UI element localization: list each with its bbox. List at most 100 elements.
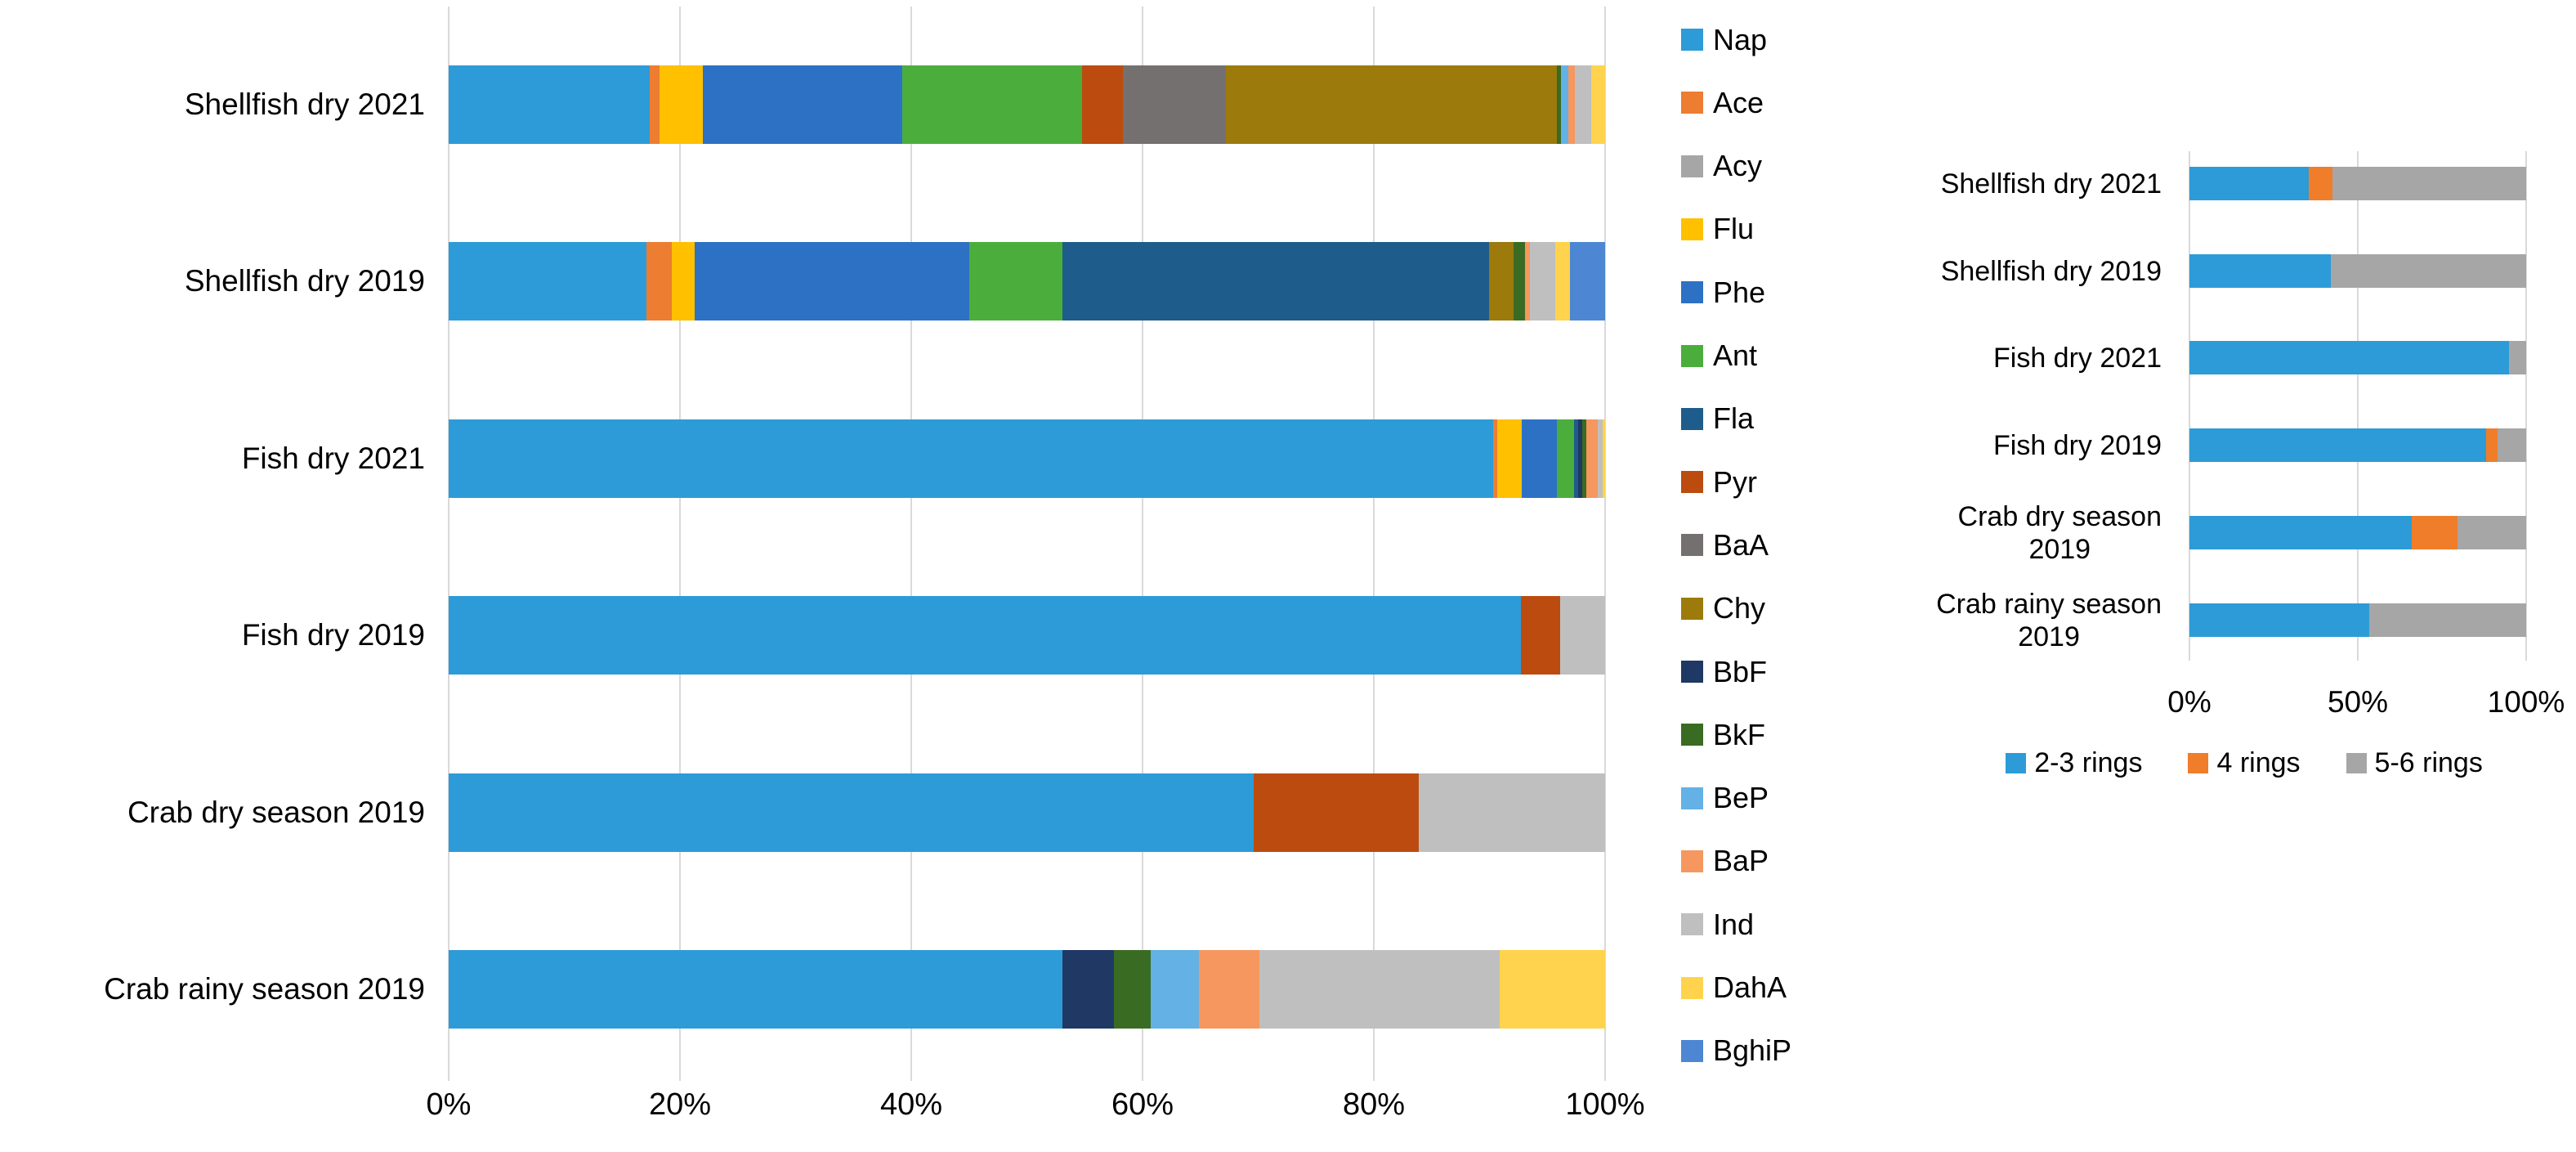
axis-tick-label: 20% <box>648 1087 712 1122</box>
legend-swatch-4 rings <box>2188 753 2209 773</box>
legend-item: Flu <box>1681 212 1754 246</box>
bar <box>2189 428 2526 462</box>
bar-segment-2-3 rings <box>2189 341 2510 374</box>
bar <box>2189 167 2526 200</box>
bar-segment-BaP <box>1568 65 1576 144</box>
bar-segment-BaA <box>1122 65 1226 144</box>
axis-tick-label: 0% <box>2167 685 2212 719</box>
legend-item: BbF <box>1681 655 1767 689</box>
axis-tick-label: 60% <box>1111 1087 1174 1122</box>
gridline <box>1373 7 1375 1037</box>
gridline <box>2357 151 2359 661</box>
axis-tick <box>448 1037 449 1081</box>
bar-segment-5-6 rings <box>2369 603 2526 637</box>
legend-item: 4 rings <box>2188 747 2301 779</box>
legend-item: Fla <box>1681 401 1754 436</box>
bar <box>449 242 1605 320</box>
axis-tick <box>1373 1037 1375 1081</box>
legend-swatch-Ind <box>1681 913 1703 936</box>
bar <box>2189 341 2526 374</box>
legend-swatch-BbF <box>1681 661 1703 683</box>
gridline <box>2525 151 2527 661</box>
legend-swatch-Pyr <box>1681 471 1703 494</box>
bar-segment-Nap <box>449 242 646 320</box>
bar-segment-Nap <box>449 419 1493 498</box>
bar-segment-BkF <box>1514 242 1526 320</box>
bar-segment-BeP <box>1561 65 1568 144</box>
legend-label: Acy <box>1713 149 1763 183</box>
category-label: Shellfish dry 2021 <box>1940 168 2162 199</box>
legend-item: Pyr <box>1681 465 1757 500</box>
legend-swatch-BeP <box>1681 787 1703 809</box>
legend-swatch-Ace <box>1681 92 1703 114</box>
bar-segment-Ind <box>1259 950 1500 1029</box>
bar-segment-2-3 rings <box>2189 167 2310 200</box>
bar-segment-Phe <box>703 65 902 144</box>
legend-swatch-Nap <box>1681 29 1703 51</box>
bar-segment-Ant <box>901 65 1083 144</box>
legend-label: BaP <box>1713 844 1769 878</box>
legend-swatch-Chy <box>1681 597 1703 620</box>
bar <box>449 65 1605 144</box>
bar <box>2189 254 2526 288</box>
legend-item: 5-6 rings <box>2346 747 2483 779</box>
legend-label: BeP <box>1713 781 1769 815</box>
axis-tick-label: 0% <box>426 1087 472 1122</box>
legend-swatch-5-6 rings <box>2346 753 2367 773</box>
gridline <box>910 7 912 1037</box>
legend-swatch-BaA <box>1681 534 1703 557</box>
bar-segment-Ace <box>1492 419 1498 498</box>
bar-segment-Flu <box>1497 419 1523 498</box>
legend-label: Pyr <box>1713 464 1757 499</box>
bar-segment-4 rings <box>2309 167 2333 200</box>
bar-segment-Flu <box>672 242 695 320</box>
legend-item: Ace <box>1681 86 1764 120</box>
legend-item: Acy <box>1681 149 1762 183</box>
bar-segment-Pyr <box>1082 65 1123 144</box>
legend-label: BaA <box>1713 527 1769 562</box>
bar-segment-5-6 rings <box>2457 516 2526 549</box>
category-label: Shellfish dry 2019 <box>184 264 425 298</box>
bar-segment-BkF <box>1556 65 1562 144</box>
bar-segment-5-6 rings <box>2497 428 2526 462</box>
bar-segment-DahA <box>1603 419 1605 498</box>
legend-swatch-Phe <box>1681 281 1703 304</box>
bar-segment-Ind <box>1529 242 1556 320</box>
bar-segment-BaP <box>1586 419 1599 498</box>
legend-item: Phe <box>1681 276 1765 310</box>
category-label: Shellfish dry 2021 <box>184 87 425 122</box>
bar-segment-BeP <box>1150 950 1200 1029</box>
bar-segment-4 rings <box>2485 428 2498 462</box>
bar-segment-DahA <box>1590 65 1605 144</box>
category-label: Fish dry 2019 <box>241 618 425 652</box>
category-label: Crab rainy season 2019 <box>104 972 425 1006</box>
legend-item: Chy <box>1681 591 1765 625</box>
legend-item: DahA <box>1681 970 1787 1005</box>
bar-segment-Fla <box>1573 419 1579 498</box>
legend: 2-3 rings 4 rings 5-6 rings <box>1912 747 2576 779</box>
axis-tick <box>910 1037 912 1081</box>
bar-segment-4 rings <box>2411 516 2457 549</box>
category-label: Crab dry season 2019 <box>1957 500 2162 565</box>
bar-segment-Pyr <box>1253 773 1420 852</box>
axis-tick-label: 100% <box>2487 685 2565 719</box>
legend-label: BkF <box>1713 717 1766 751</box>
category-label: Fish dry 2021 <box>241 442 425 476</box>
bar-segment-BaP <box>1199 950 1259 1029</box>
axis-tick-label: 50% <box>2327 685 2389 719</box>
bar-segment-Ind <box>1559 596 1605 675</box>
legend-swatch-Acy <box>1681 155 1703 177</box>
gridline <box>2189 151 2190 661</box>
legend-label: 2-3 rings <box>2034 747 2143 778</box>
legend-swatch-Flu <box>1681 217 1703 240</box>
legend-label: 4 rings <box>2216 747 2301 778</box>
bar <box>449 950 1605 1029</box>
bar <box>449 773 1605 852</box>
bar-segment-BbF <box>1062 950 1114 1029</box>
bar-segment-Chy <box>1489 242 1514 320</box>
legend-label: Fla <box>1713 401 1755 436</box>
bar-segment-2-3 rings <box>2189 603 2370 637</box>
legend-swatch-Ant <box>1681 344 1703 367</box>
bar-segment-Ind <box>1575 65 1591 144</box>
legend-label: Ind <box>1713 907 1755 941</box>
